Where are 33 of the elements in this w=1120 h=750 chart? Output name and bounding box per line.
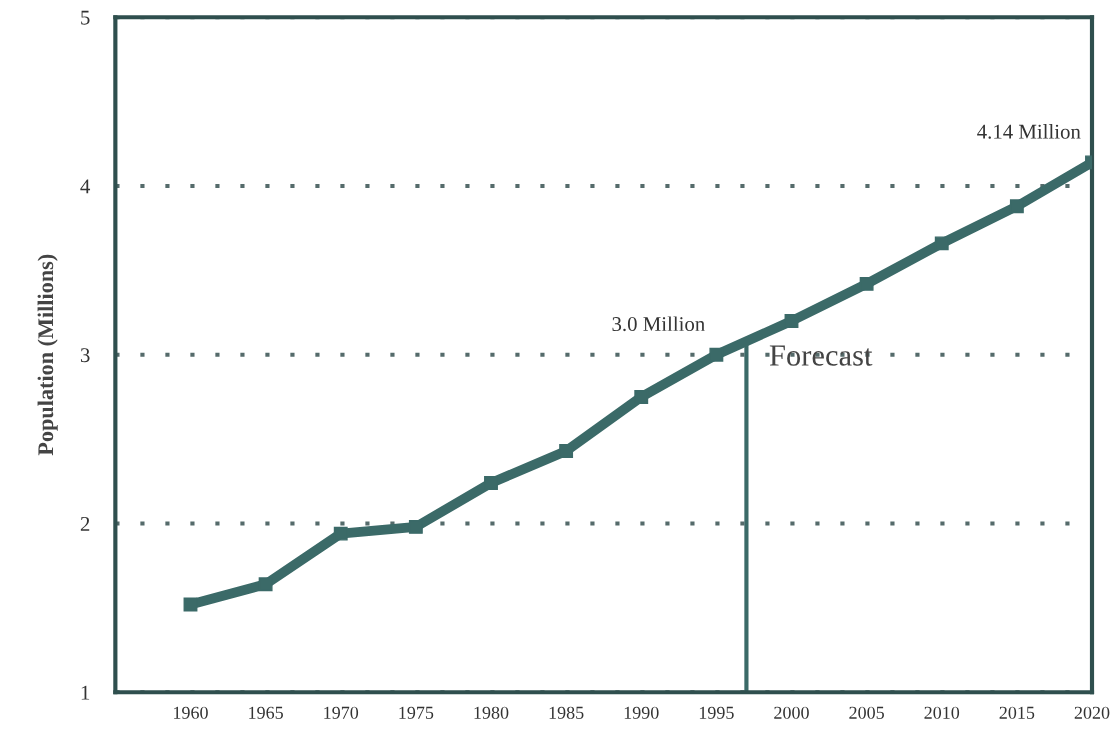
x-tick-label: 2020 — [1074, 706, 1110, 719]
point — [1009, 199, 1024, 214]
point — [709, 347, 724, 362]
y-axis-title: Population (Millions) — [37, 254, 58, 456]
y-tick-label: 3 — [80, 348, 90, 363]
x-tick-label: 1985 — [549, 706, 584, 719]
y-tick-label: 4 — [80, 179, 91, 194]
x-tick-label: 2015 — [999, 706, 1035, 719]
y-tick-label: 1 — [81, 685, 90, 700]
x-tick-label: 2010 — [924, 706, 960, 719]
point — [934, 236, 949, 251]
x-tick-label: 1995 — [699, 706, 734, 719]
y-tick-label: 2 — [80, 516, 90, 531]
ref-line-label: Forecast — [769, 345, 873, 366]
x-tick-label: 2005 — [849, 706, 884, 719]
point — [559, 443, 574, 458]
point — [859, 276, 874, 291]
point — [784, 314, 799, 328]
y-tick-label: 5 — [81, 10, 90, 25]
point — [408, 519, 423, 534]
point — [484, 476, 498, 490]
x-tick-label: 1980 — [474, 706, 509, 719]
x-tick-label: 1990 — [624, 706, 659, 719]
point — [634, 389, 649, 404]
point — [258, 577, 273, 592]
annotation: 4.14 Million — [977, 124, 1081, 139]
x-tick-label: 1975 — [399, 706, 434, 719]
x-tick-label: 1970 — [324, 706, 359, 719]
annotation: 3.0 Million — [612, 316, 705, 332]
x-tick-label: 1960 — [174, 706, 208, 719]
point — [333, 526, 348, 541]
x-tick-label: 1965 — [249, 706, 283, 719]
x-tick-label: 2000 — [774, 706, 809, 719]
